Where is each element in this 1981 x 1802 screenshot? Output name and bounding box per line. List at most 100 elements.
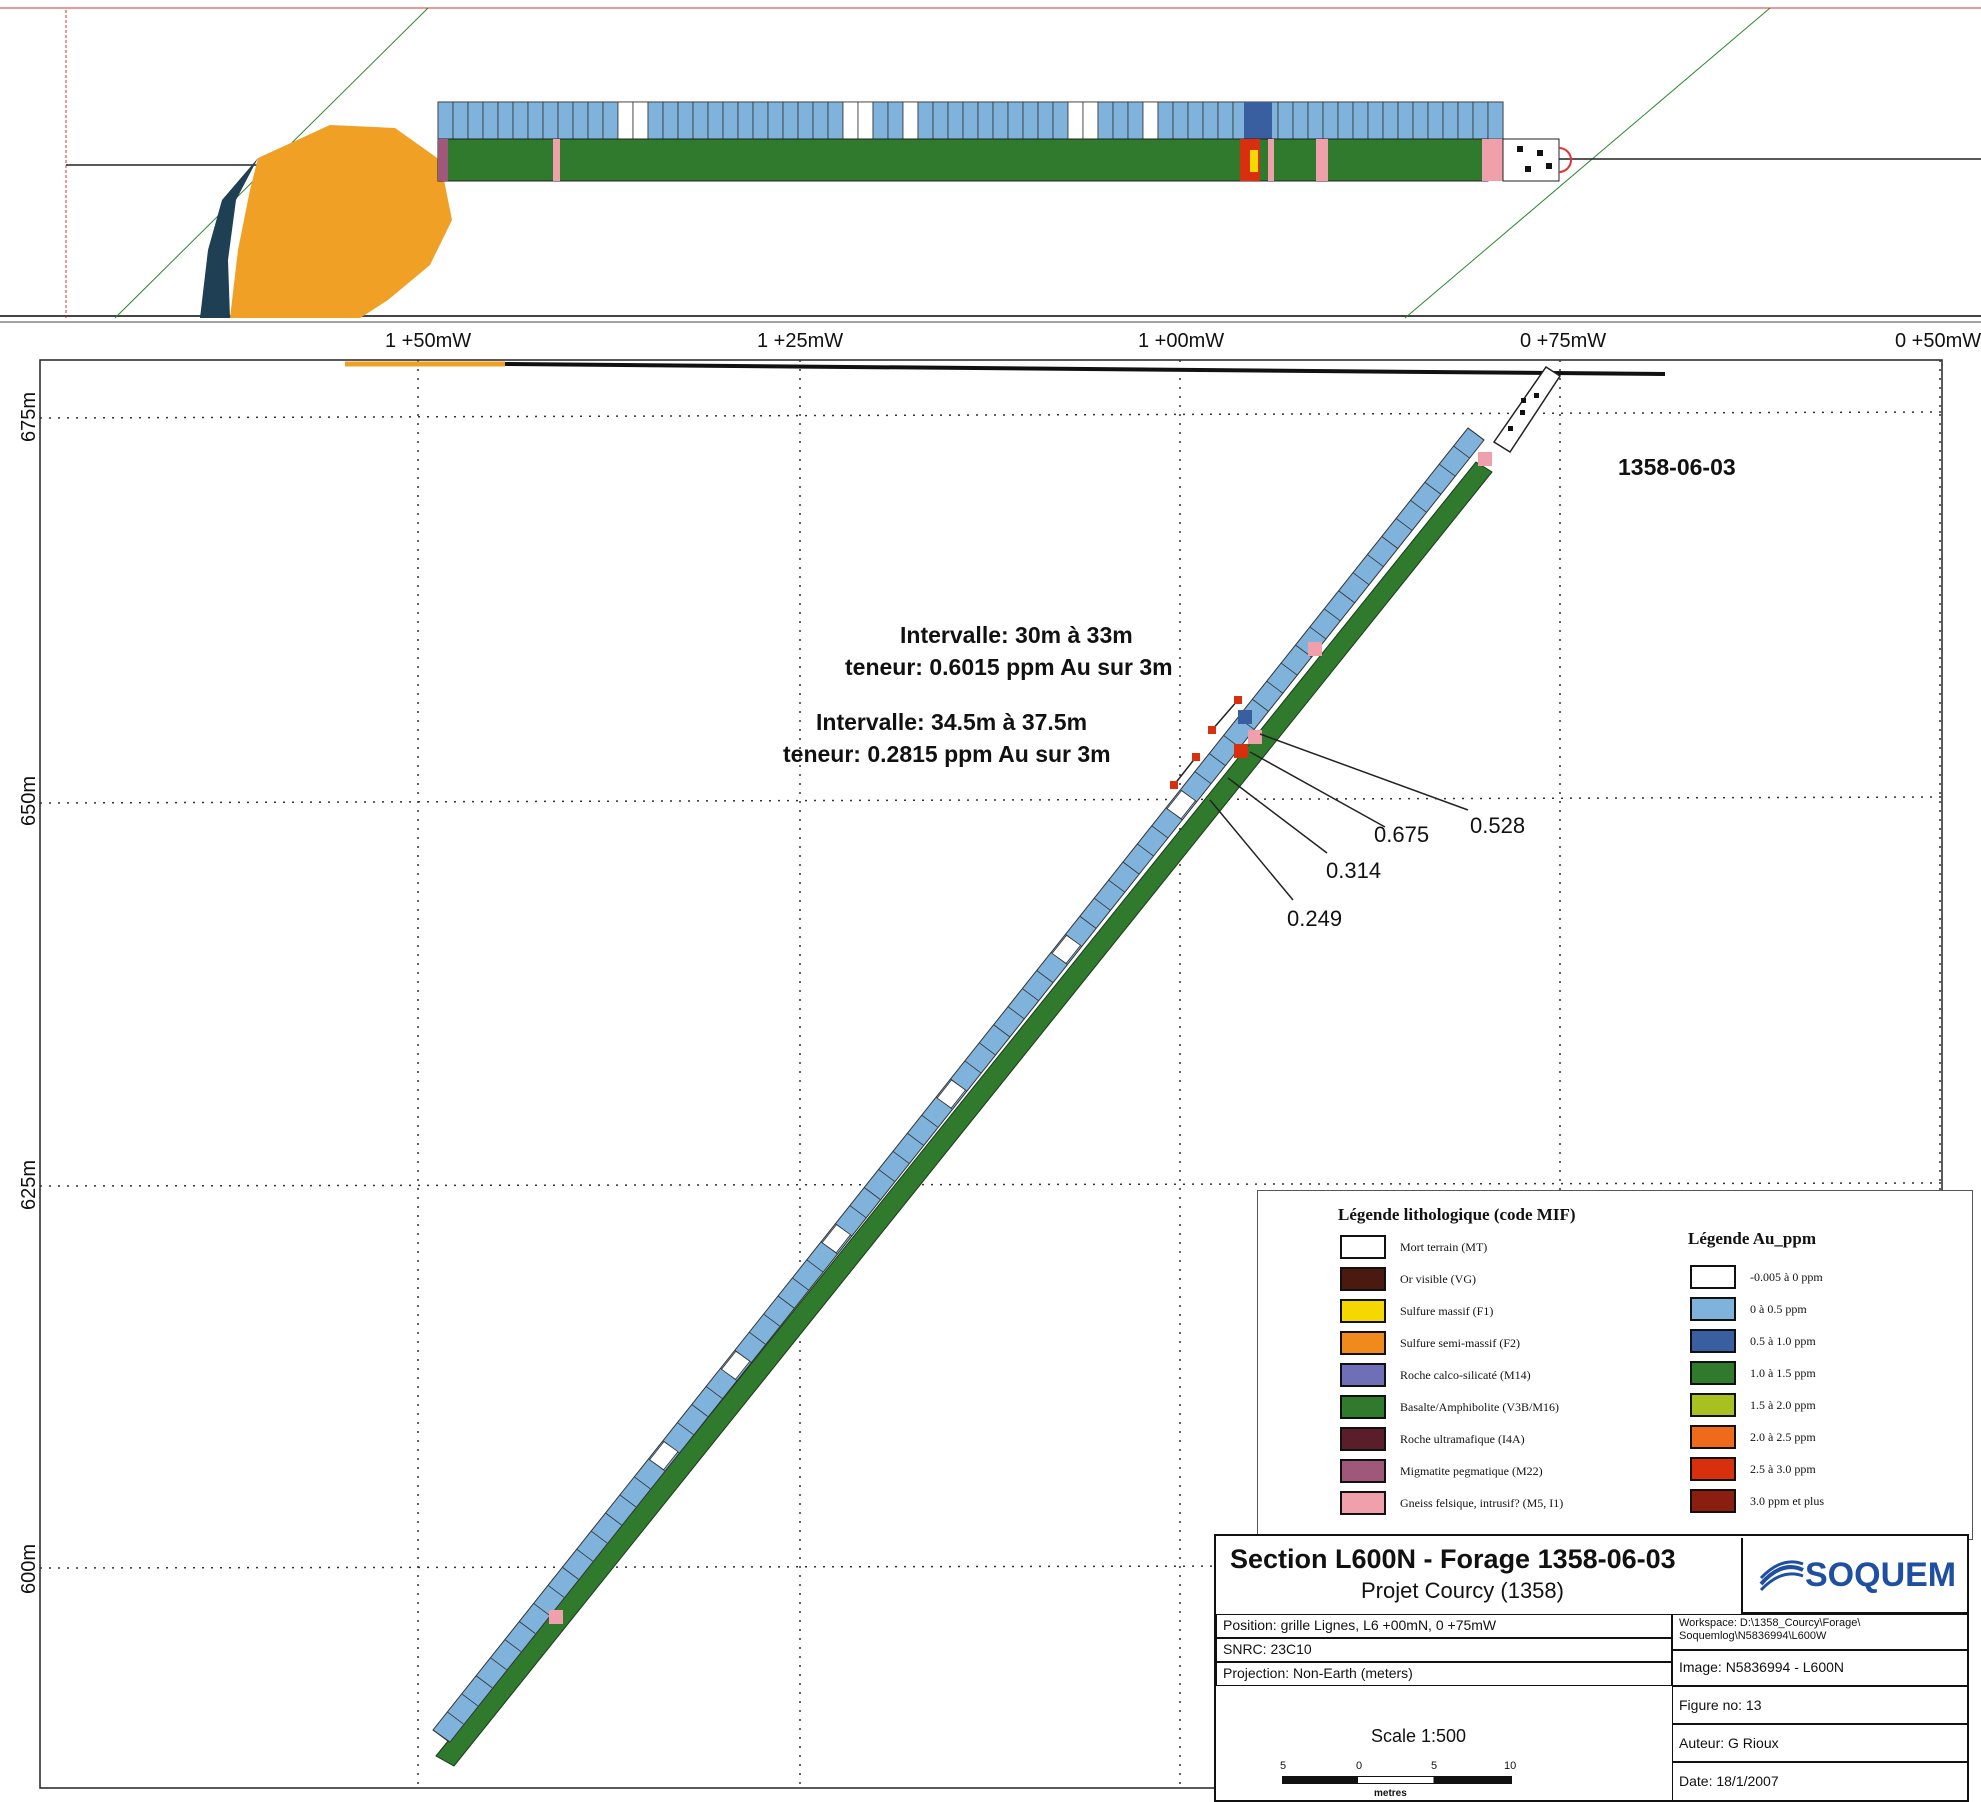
legend-swatch bbox=[1340, 1267, 1386, 1291]
overburden-segment bbox=[1492, 365, 1562, 454]
plan-view bbox=[0, 7, 1981, 323]
legend-litho-item: Basalte/Amphibolite (V3B/M16) bbox=[1340, 1395, 1559, 1419]
legend-swatch bbox=[1340, 1395, 1386, 1419]
scale-label: Scale 1:500 bbox=[1371, 1726, 1467, 1746]
legend-label: 2.5 à 3.0 ppm bbox=[1750, 1461, 1816, 1476]
assay-label: 0.675 bbox=[1374, 822, 1430, 847]
legend-swatch bbox=[1690, 1489, 1736, 1513]
legend-au-item: 0 à 0.5 ppm bbox=[1690, 1297, 1807, 1321]
legend-litho-item: Roche ultramafique (I4A) bbox=[1340, 1427, 1525, 1451]
interval-1-line2: teneur: 0.6015 ppm Au sur 3m bbox=[845, 654, 1173, 680]
legend-label: Roche ultramafique (I4A) bbox=[1400, 1431, 1525, 1446]
assay-label: 0.249 bbox=[1287, 906, 1343, 931]
overburden-body bbox=[230, 125, 452, 318]
legend-au-item: 0.5 à 1.0 ppm bbox=[1690, 1329, 1816, 1353]
legend-label: 0.5 à 1.0 ppm bbox=[1750, 1333, 1816, 1348]
legend-litho-item: Roche calco-silicaté (M14) bbox=[1340, 1363, 1531, 1387]
legend-au-item: 2.0 à 2.5 ppm bbox=[1690, 1425, 1816, 1449]
legend-au-item: 3.0 ppm et plus bbox=[1690, 1489, 1824, 1513]
lithology-column bbox=[435, 461, 1493, 1767]
legend-au-item: 2.5 à 3.0 ppm bbox=[1690, 1457, 1816, 1481]
assay-label: 0.314 bbox=[1326, 858, 1382, 883]
interval-1-line1: Intervalle: 30m à 33m bbox=[900, 622, 1133, 648]
legend-label: 2.0 à 2.5 ppm bbox=[1750, 1429, 1816, 1444]
legend-litho-item: Mort terrain (MT) bbox=[1340, 1235, 1487, 1259]
legend-litho-title: Légende lithologique (code MIF) bbox=[1338, 1205, 1576, 1224]
legend-panel: Légende lithologique (code MIF) Légende … bbox=[1257, 1190, 1973, 1540]
legend-swatch bbox=[1690, 1361, 1736, 1385]
legend-litho-item: Sulfure semi-massif (F2) bbox=[1340, 1331, 1520, 1355]
assay-label: 0.528 bbox=[1470, 813, 1526, 838]
legend-swatch bbox=[1340, 1331, 1386, 1355]
legend-label: Basalte/Amphibolite (V3B/M16) bbox=[1400, 1399, 1559, 1414]
map-title: Section L600N - Forage 1358-06-03 bbox=[1230, 1544, 1676, 1574]
x-axis-label-3: 1 +00mW bbox=[1138, 330, 1225, 352]
legend-label: Mort terrain (MT) bbox=[1400, 1239, 1488, 1254]
legend-litho-item: Gneiss felsique, intrusif? (M5, I1) bbox=[1340, 1491, 1563, 1515]
x-axis-label-1: 1 +50mW bbox=[385, 330, 472, 352]
image-field: Image: N5836994 - L600N bbox=[1672, 1650, 1969, 1686]
date-field: Date: 18/1/2007 bbox=[1672, 1762, 1969, 1802]
legend-label: Sulfure massif (F1) bbox=[1400, 1303, 1494, 1318]
legend-label: 1.5 à 2.0 ppm bbox=[1750, 1397, 1816, 1412]
author-field: Auteur: G Rioux bbox=[1672, 1724, 1969, 1762]
legend-swatch bbox=[1690, 1393, 1736, 1417]
legend-swatch bbox=[1340, 1299, 1386, 1323]
scale-tick-label: 10 bbox=[1504, 1760, 1517, 1772]
legend-au-item: -0.005 à 0 ppm bbox=[1690, 1265, 1823, 1289]
legend-swatch bbox=[1340, 1491, 1386, 1515]
legend-label: Sulfure semi-massif (F2) bbox=[1400, 1335, 1520, 1350]
legend-au-item: 1.5 à 2.0 ppm bbox=[1690, 1393, 1816, 1417]
legend-swatch bbox=[1690, 1457, 1736, 1481]
legend-label: -0.005 à 0 ppm bbox=[1750, 1269, 1823, 1284]
scale-panel: Scale 1:500 5 0 5 10 metres bbox=[1216, 1686, 1672, 1802]
workspace-field: Workspace: D:\1358_Courcy\Forage\ Soquem… bbox=[1672, 1614, 1969, 1650]
soquem-swirl-icon bbox=[1759, 1560, 1804, 1592]
legend-swatch bbox=[1340, 1427, 1386, 1451]
scale-bar bbox=[1282, 1776, 1512, 1784]
title-block: Section L600N - Forage 1358-06-03 Projet… bbox=[1214, 1534, 1969, 1802]
legend-label: Or visible (VG) bbox=[1400, 1271, 1476, 1286]
legend-swatch bbox=[1690, 1329, 1736, 1353]
interval-2-line1: Intervalle: 34.5m à 37.5m bbox=[816, 709, 1088, 735]
scale-tick-label: 5 bbox=[1280, 1760, 1287, 1772]
dark-unit-body bbox=[200, 158, 258, 318]
scale-tick-label: 0 bbox=[1356, 1760, 1363, 1772]
legend-swatch bbox=[1340, 1363, 1386, 1387]
legend-au-item: 1.0 à 1.5 ppm bbox=[1690, 1361, 1816, 1385]
legend-label: 3.0 ppm et plus bbox=[1750, 1493, 1824, 1508]
map-subtitle: Projet Courcy (1358) bbox=[1361, 1578, 1564, 1603]
legend-swatch bbox=[1340, 1235, 1386, 1259]
legend-label: Gneiss felsique, intrusif? (M5, I1) bbox=[1400, 1495, 1564, 1510]
legend-litho-item: Sulfure massif (F1) bbox=[1340, 1299, 1493, 1323]
y-axis-label-1: 675m bbox=[18, 391, 40, 442]
hole-id-label: 1358-06-03 bbox=[1618, 454, 1736, 480]
legend-swatch bbox=[1690, 1425, 1736, 1449]
legend-label: 0 à 0.5 ppm bbox=[1750, 1301, 1807, 1316]
soquem-logo: SOQUEM bbox=[1741, 1538, 1967, 1614]
projection-field: Projection: Non-Earth (meters) bbox=[1216, 1662, 1672, 1686]
scale-unit: metres bbox=[1374, 1788, 1407, 1799]
x-axis-label-4: 0 +75mW bbox=[1520, 330, 1607, 352]
drill-hole-trace bbox=[432, 365, 1562, 1767]
figure-field: Figure no: 13 bbox=[1672, 1686, 1969, 1724]
snrc-field: SNRC: 23C10 bbox=[1216, 1638, 1672, 1662]
y-axis-label-4: 600m bbox=[18, 1543, 40, 1594]
legend-label: Roche calco-silicaté (M14) bbox=[1400, 1367, 1531, 1382]
x-axis-label-5: 0 +50mW bbox=[1895, 330, 1981, 352]
position-field: Position: grille Lignes, L6 +00mN, 0 +75… bbox=[1216, 1614, 1672, 1638]
interval-2-line2: teneur: 0.2815 ppm Au sur 3m bbox=[783, 741, 1111, 767]
legend-swatch bbox=[1690, 1297, 1736, 1321]
legend-swatch bbox=[1690, 1265, 1736, 1289]
legend-litho-item: Or visible (VG) bbox=[1340, 1267, 1476, 1291]
soquem-logo-text: SOQUEM bbox=[1805, 1556, 1957, 1594]
legend-label: 1.0 à 1.5 ppm bbox=[1750, 1365, 1816, 1380]
legend-swatch bbox=[1340, 1459, 1386, 1483]
y-axis-label-2: 650m bbox=[18, 775, 40, 826]
scale-tick-label: 5 bbox=[1431, 1760, 1438, 1772]
legend-litho-item: Migmatite pegmatique (M22) bbox=[1340, 1459, 1543, 1483]
x-axis-label-2: 1 +25mW bbox=[757, 330, 844, 352]
y-axis-label-3: 625m bbox=[18, 1159, 40, 1210]
legend-label: Migmatite pegmatique (M22) bbox=[1400, 1463, 1543, 1478]
